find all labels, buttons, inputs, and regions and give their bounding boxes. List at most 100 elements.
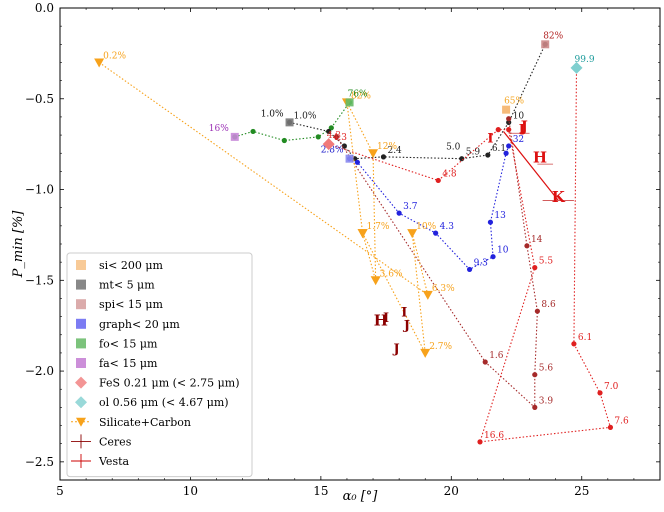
data-point <box>485 152 491 158</box>
point-label: 1.0% <box>294 111 317 121</box>
data-point <box>571 341 577 347</box>
data-point <box>354 159 360 165</box>
data-point <box>534 308 540 314</box>
data-point <box>506 127 512 133</box>
legend: si< 200 μm mt< 5 μm spi< 15 μm graph< 20 μm… <box>66 252 253 478</box>
end-marker-fo <box>345 98 354 107</box>
point-label: 13 <box>494 211 506 221</box>
data-point <box>524 243 530 249</box>
data-point <box>495 127 501 133</box>
band-letter: I <box>487 131 493 146</box>
data-point <box>532 372 538 378</box>
end-marker-label: 99.9 <box>575 55 595 65</box>
end-marker-si <box>502 105 511 114</box>
data-point <box>357 229 368 239</box>
point-label: 3.6% <box>380 269 403 279</box>
data-point <box>532 404 538 410</box>
y-tick-label: −1.5 <box>25 273 54 287</box>
data-point <box>532 265 538 271</box>
legend-marker <box>76 318 86 329</box>
data-point <box>506 116 512 122</box>
end-marker-fa <box>230 132 239 141</box>
band-letter: H <box>533 148 547 166</box>
data-point <box>597 390 603 396</box>
series-spi: 1.6 3.9 5.6 8.6 14 <box>333 116 556 410</box>
point-label: 8.6 <box>541 300 556 310</box>
data-point <box>503 150 509 156</box>
point-label: 7.6 <box>614 416 629 426</box>
point-label: 1.6 <box>489 351 504 361</box>
y-tick-label: −2.5 <box>25 455 54 469</box>
band-letter: J <box>519 117 528 135</box>
band-letter: K <box>552 188 566 206</box>
end-marker-label: 76% <box>348 89 368 99</box>
band-letter: I <box>383 311 389 326</box>
band-letter: I <box>519 122 525 137</box>
legend-label: Ceres <box>99 435 132 448</box>
point-label: 5.0 <box>446 143 461 153</box>
data-point <box>407 229 418 239</box>
point-label: 1.7% <box>367 222 390 232</box>
end-marker-label: 4.3 <box>327 131 342 141</box>
point-label: 16.6 <box>484 431 504 441</box>
data-point <box>94 58 105 68</box>
y-axis-label: P_min [%] <box>11 210 26 279</box>
data-point <box>420 348 431 358</box>
data-point <box>326 128 332 135</box>
end-marker-mt <box>285 118 294 127</box>
data-point <box>490 254 496 260</box>
y-tick-label: −1.0 <box>25 183 54 197</box>
end-marker-label: 65% <box>504 97 524 107</box>
point-label: 6.1 <box>578 333 592 343</box>
point-label: 5.5 <box>539 257 554 267</box>
point-label: 4.8 <box>442 169 457 179</box>
series-line <box>328 67 612 443</box>
legend-label: ol 0.56 μm (< 4.67 μm) <box>99 396 229 409</box>
data-point <box>487 219 494 225</box>
point-label: 2.7% <box>429 342 452 352</box>
point-label: 3.7 <box>403 202 418 212</box>
point-label: 5.6 <box>539 364 554 374</box>
legend-label: FeS 0.21 μm (< 2.75 μm) <box>99 377 240 390</box>
point-label: 6.3% <box>432 284 455 294</box>
data-point <box>315 134 321 140</box>
x-tick-label: 10 <box>183 484 198 498</box>
point-label: 4.3 <box>440 222 455 232</box>
point-label: 9.3 <box>474 258 489 268</box>
data-point <box>380 154 387 160</box>
end-marker-label: 82% <box>543 31 563 41</box>
y-tick-label: 0.0 <box>35 1 54 15</box>
data-point <box>477 439 483 445</box>
data-point <box>341 143 347 149</box>
band-letter: H <box>374 312 388 330</box>
point-label: 5.9 <box>466 148 481 158</box>
legend-label: fa< 15 μm <box>99 357 158 370</box>
x-tick-label: 25 <box>574 484 589 498</box>
point-label: 7.0 <box>604 382 619 392</box>
data-point <box>466 266 473 273</box>
band-letter: J <box>392 342 399 357</box>
point-label: 10% <box>416 222 436 232</box>
point-label: 14 <box>531 235 543 245</box>
end-marker-fes <box>322 138 335 151</box>
legend-label: spi< 15 μm <box>99 298 164 311</box>
x-axis-label: α₀ [°] <box>343 489 379 504</box>
x-tick-label: 20 <box>444 484 459 498</box>
legend-marker <box>76 260 86 270</box>
end-marker-label: 2.8% <box>321 146 344 156</box>
legend-label: si< 200 μm <box>99 259 164 272</box>
point-label: 0.2% <box>103 51 126 61</box>
data-point <box>281 137 287 144</box>
point-label: 82% <box>351 91 371 101</box>
series-silicate-carbon: 0.2% 6.3% 10% 2.7% 1.7% 82% 12% 3.6% <box>94 51 455 358</box>
data-point <box>368 149 379 159</box>
legend-label: Vesta <box>98 455 130 468</box>
point-label: 3.9 <box>539 396 554 406</box>
point-label: 12% <box>377 142 397 152</box>
legend-marker <box>75 396 87 409</box>
x-tick-label: 5 <box>56 484 64 498</box>
legend-marker <box>76 338 86 349</box>
point-label: 6.1 <box>492 144 506 154</box>
